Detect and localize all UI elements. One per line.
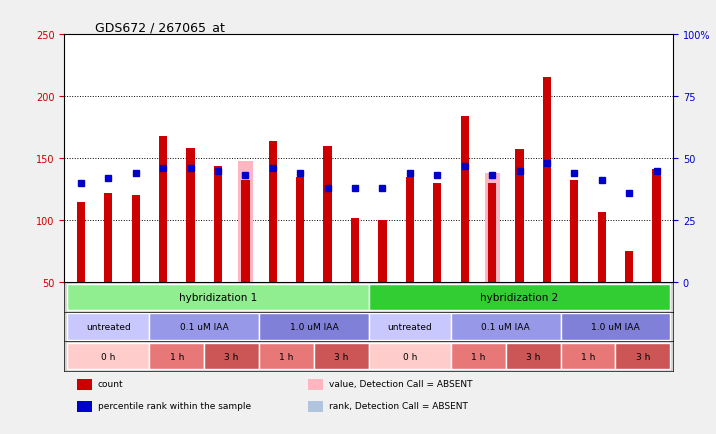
FancyBboxPatch shape (616, 343, 670, 370)
FancyBboxPatch shape (505, 343, 561, 370)
Bar (238, 161, 253, 283)
Text: 3 h: 3 h (526, 352, 541, 361)
Bar (77, 379, 92, 390)
Bar (406, 178, 414, 283)
Text: count: count (98, 379, 124, 388)
Bar (485, 174, 500, 283)
FancyBboxPatch shape (150, 343, 204, 370)
Bar (159, 136, 168, 283)
Bar (214, 166, 222, 283)
Text: 0 h: 0 h (402, 352, 417, 361)
Bar (296, 178, 304, 283)
Bar (516, 150, 523, 283)
Text: 0.1 uM IAA: 0.1 uM IAA (180, 322, 228, 332)
Bar (598, 212, 606, 283)
FancyBboxPatch shape (150, 314, 259, 340)
Bar (308, 401, 323, 412)
Text: 1.0 uM IAA: 1.0 uM IAA (591, 322, 640, 332)
Text: 1 h: 1 h (581, 352, 595, 361)
Bar (104, 194, 112, 283)
FancyBboxPatch shape (259, 314, 369, 340)
FancyBboxPatch shape (561, 314, 670, 340)
Bar (625, 252, 634, 283)
Text: hybridization 2: hybridization 2 (480, 293, 558, 302)
Bar (433, 184, 442, 283)
Text: GDS672 / 267065_at: GDS672 / 267065_at (95, 20, 225, 33)
Bar (186, 149, 195, 283)
Bar (132, 196, 140, 283)
Bar (241, 181, 249, 283)
Text: untreated: untreated (387, 322, 432, 332)
Text: untreated: untreated (86, 322, 131, 332)
Text: 3 h: 3 h (334, 352, 349, 361)
Bar (77, 202, 85, 283)
Text: hybridization 1: hybridization 1 (179, 293, 257, 302)
Text: 3 h: 3 h (636, 352, 650, 361)
Bar (543, 78, 551, 283)
Bar (378, 221, 387, 283)
Text: 0.1 uM IAA: 0.1 uM IAA (481, 322, 530, 332)
FancyBboxPatch shape (451, 314, 561, 340)
Text: rank, Detection Call = ABSENT: rank, Detection Call = ABSENT (329, 401, 468, 410)
Text: 0 h: 0 h (101, 352, 115, 361)
FancyBboxPatch shape (204, 343, 259, 370)
Bar (268, 141, 277, 283)
Bar (460, 117, 469, 283)
Bar (351, 218, 359, 283)
FancyBboxPatch shape (369, 284, 670, 311)
Text: 1 h: 1 h (279, 352, 294, 361)
Text: 1 h: 1 h (170, 352, 184, 361)
FancyBboxPatch shape (451, 343, 505, 370)
Text: value, Detection Call = ABSENT: value, Detection Call = ABSENT (329, 379, 473, 388)
Bar (488, 184, 496, 283)
Text: 3 h: 3 h (225, 352, 239, 361)
FancyBboxPatch shape (369, 314, 451, 340)
Text: 1 h: 1 h (471, 352, 485, 361)
Text: 1.0 uM IAA: 1.0 uM IAA (289, 322, 338, 332)
Bar (652, 170, 661, 283)
Bar (324, 146, 332, 283)
Bar (308, 379, 323, 390)
FancyBboxPatch shape (67, 284, 369, 311)
FancyBboxPatch shape (561, 343, 616, 370)
Text: percentile rank within the sample: percentile rank within the sample (98, 401, 251, 410)
FancyBboxPatch shape (67, 314, 150, 340)
FancyBboxPatch shape (369, 343, 451, 370)
Bar (570, 181, 579, 283)
FancyBboxPatch shape (314, 343, 369, 370)
FancyBboxPatch shape (67, 343, 150, 370)
FancyBboxPatch shape (259, 343, 314, 370)
Bar (77, 401, 92, 412)
